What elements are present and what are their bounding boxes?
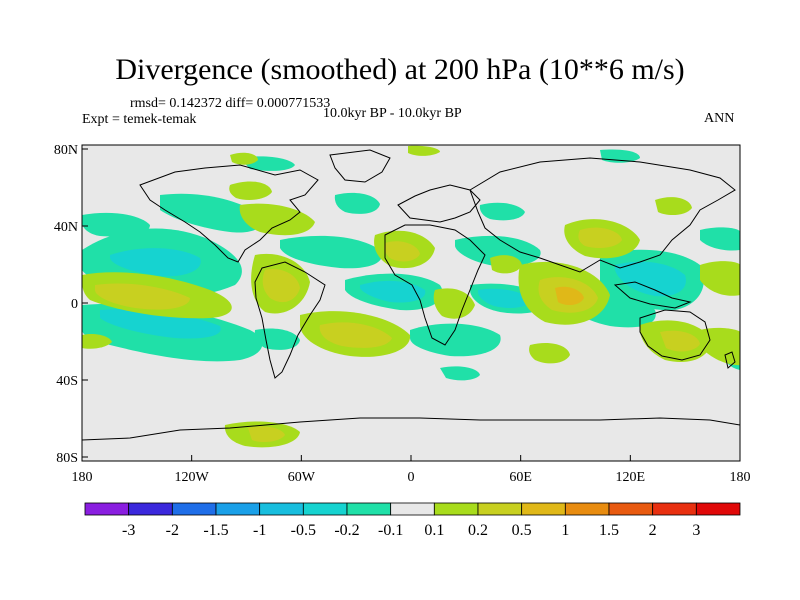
colorbar-swatch xyxy=(215,502,261,516)
pos-core xyxy=(660,330,700,352)
pos-core xyxy=(384,241,420,262)
pos-region xyxy=(229,181,272,200)
pos-core xyxy=(248,426,285,443)
pos-region xyxy=(655,197,692,216)
y-tick-label: 40S xyxy=(56,374,78,389)
coastline-greenland xyxy=(329,149,391,183)
season-label: ANN xyxy=(704,111,735,126)
colorbar-label: -0.2 xyxy=(334,522,359,539)
neg-region xyxy=(82,212,150,237)
neg-region xyxy=(254,328,300,350)
x-tick-label: 120E xyxy=(616,470,646,485)
colorbar-label: -3 xyxy=(122,522,135,539)
pos-region xyxy=(239,203,315,236)
x-tick-label: 60E xyxy=(509,470,532,485)
pos-core xyxy=(262,268,300,303)
figure-title: Divergence (smoothed) at 200 hPa (10**6 … xyxy=(115,53,685,86)
neg-region xyxy=(160,193,264,233)
colorbar-label: 3 xyxy=(692,522,700,539)
pos-region xyxy=(230,152,258,165)
colorbar-label: -2 xyxy=(166,522,179,539)
pos-region xyxy=(700,261,740,296)
colorbar-label: 0.5 xyxy=(512,522,532,539)
colorbar-swatch xyxy=(346,502,392,516)
neg-region xyxy=(455,235,541,267)
colorbar-swatch xyxy=(84,502,130,516)
colorbar-label: -1 xyxy=(253,522,266,539)
neg-core xyxy=(100,308,221,339)
coastline-antarctica xyxy=(82,417,740,441)
colorbar-swatch xyxy=(128,502,173,516)
neg-core xyxy=(110,248,201,277)
x-tick-label: 180 xyxy=(730,470,751,485)
colorbar-swatch xyxy=(302,502,348,516)
experiment-label: Expt = temek-temak xyxy=(82,112,197,127)
period-label: 10.0kyr BP - 10.0kyr BP xyxy=(323,106,462,121)
pos-region xyxy=(82,333,112,349)
coastline-south-america xyxy=(254,261,326,379)
x-axis: 180 120W 60W 0 60E 120E 180 xyxy=(72,455,751,485)
x-tick-label: 0 xyxy=(408,470,415,485)
colorbar-swatch xyxy=(259,502,304,516)
pos-core xyxy=(578,227,622,248)
colorbar: -3 -2 -1.5 -1 -0.5 -0.2 -0.1 0.1 0.2 0.5 1 1.5 2 3 xyxy=(84,502,741,539)
neg-region xyxy=(440,366,480,381)
stats-label: rmsd= 0.142372 diff= 0.000771533 xyxy=(130,96,331,111)
y-axis: 80N 40N 0 40S 80S xyxy=(54,143,88,466)
colorbar-swatch xyxy=(695,502,741,516)
x-tick-label: 120W xyxy=(175,470,210,485)
pos-core xyxy=(95,283,190,310)
pos-core xyxy=(319,322,392,348)
coastline-africa xyxy=(384,224,486,346)
pos-region xyxy=(433,288,475,319)
coastline-asia xyxy=(469,157,736,273)
neg-region xyxy=(479,202,525,221)
neg-region xyxy=(410,323,501,357)
colorbar-label: -1.5 xyxy=(203,522,228,539)
coastline-north-america xyxy=(139,164,319,263)
coastline-australia xyxy=(639,309,711,361)
neg-region xyxy=(334,192,380,214)
coastline-europe xyxy=(397,184,481,223)
colorbar-label: 2 xyxy=(649,522,657,539)
x-tick-label: 60W xyxy=(288,470,316,485)
colorbar-swatch xyxy=(390,502,435,516)
pos-region xyxy=(408,145,440,156)
y-tick-label: 80N xyxy=(54,143,78,158)
colorbar-swatch xyxy=(652,502,697,516)
colorbar-swatch xyxy=(171,502,217,516)
colorbar-label: 1.5 xyxy=(599,522,619,539)
pos-region xyxy=(529,343,570,364)
neg-region xyxy=(280,235,382,269)
colorbar-swatch xyxy=(564,502,610,516)
neg-core xyxy=(360,280,426,303)
pos-region xyxy=(700,327,740,366)
colorbar-label: 1 xyxy=(561,522,569,539)
y-tick-label: 40N xyxy=(54,220,78,235)
neg-core xyxy=(615,261,686,297)
pos-strong xyxy=(555,286,584,306)
coastline-indonesia xyxy=(613,281,692,309)
colorbar-swatch xyxy=(608,502,654,516)
colorbar-swatch xyxy=(433,502,479,516)
coastline-new-zealand xyxy=(724,351,736,369)
pos-region xyxy=(490,255,522,274)
colorbar-label: -0.1 xyxy=(378,522,403,539)
colorbar-label: 0.1 xyxy=(424,522,444,539)
colorbar-swatch xyxy=(521,502,566,516)
neg-core xyxy=(478,288,532,308)
colorbar-label: -0.5 xyxy=(291,522,316,539)
contour-fills xyxy=(82,145,740,448)
colorbar-swatch xyxy=(477,502,523,516)
x-tick-label: 180 xyxy=(72,470,93,485)
neg-region xyxy=(700,227,740,251)
colorbar-label: 0.2 xyxy=(468,522,488,539)
coastlines xyxy=(82,149,740,441)
y-tick-label: 0 xyxy=(71,297,78,312)
y-tick-label: 80S xyxy=(56,451,78,466)
